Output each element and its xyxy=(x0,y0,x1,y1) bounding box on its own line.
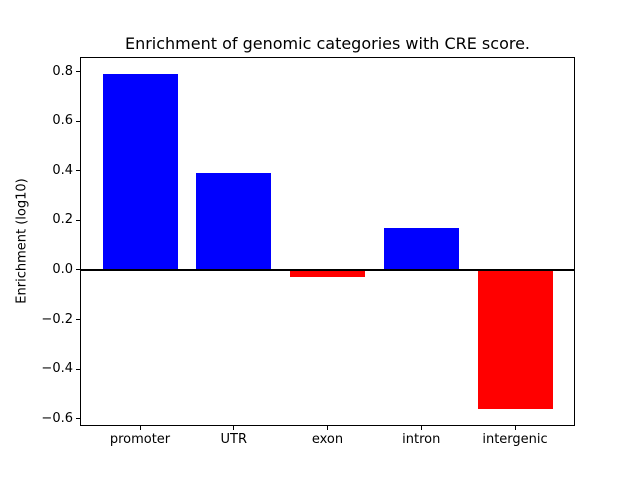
x-tick-label-promoter: promoter xyxy=(109,432,171,447)
y-tick-label: −0.4 xyxy=(41,361,73,377)
bar-promoter xyxy=(102,74,178,270)
y-tick-mark xyxy=(76,120,80,122)
y-tick-mark xyxy=(76,170,80,172)
y-tick-label: 0.4 xyxy=(52,162,73,178)
x-tick-label-exon: exon xyxy=(311,432,344,447)
y-tick-mark xyxy=(76,418,80,420)
y-tick-mark xyxy=(76,368,80,370)
x-tick-mark xyxy=(514,426,516,430)
y-tick-label: 0.8 xyxy=(52,63,73,79)
x-tick-mark xyxy=(327,426,328,430)
y-tick-label: −0.2 xyxy=(41,311,73,327)
y-tick-mark xyxy=(76,71,80,73)
y-tick-label: 0.0 xyxy=(52,261,73,277)
zero-line xyxy=(80,268,575,271)
y-tick-label: 0.6 xyxy=(52,113,73,129)
y-tick-mark xyxy=(76,269,80,271)
y-tick-mark xyxy=(76,219,80,221)
bar-intergenic xyxy=(477,269,553,409)
y-tick-label: 0.2 xyxy=(52,212,73,228)
bar-exon xyxy=(290,269,365,278)
x-tick-mark xyxy=(233,426,235,430)
y-tick-label: −0.6 xyxy=(41,410,73,426)
bar-intron xyxy=(383,227,459,270)
x-tick-mark xyxy=(420,426,422,430)
chart-title: Enrichment of genomic categories with CR… xyxy=(124,34,531,53)
bar-UTR xyxy=(196,173,272,270)
y-axis-label: Enrichment (log10) xyxy=(14,178,30,304)
x-tick-label-intergenic: intergenic xyxy=(482,432,548,447)
x-tick-label-UTR: UTR xyxy=(220,432,248,447)
y-tick-mark xyxy=(76,319,80,320)
x-tick-label-intron: intron xyxy=(402,432,441,447)
x-tick-mark xyxy=(139,426,141,430)
